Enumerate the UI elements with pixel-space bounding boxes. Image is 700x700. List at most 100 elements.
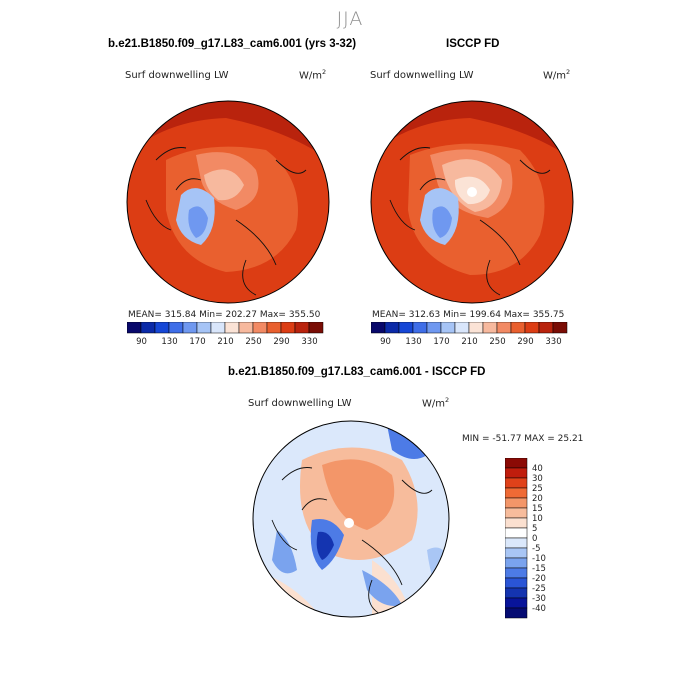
panel2-colorbar-label: 130: [405, 337, 421, 347]
panel2-colorbar-label: 90: [380, 337, 391, 347]
panel2-colorbar-swatch: [538, 322, 554, 334]
diff-coastlines: [271, 467, 433, 616]
panel2-stats: MEAN= 312.63 Min= 199.64 Max= 355.75: [372, 310, 565, 320]
diff-colorbar-swatch: [505, 477, 528, 489]
diff-colorbar-swatch: [505, 507, 528, 519]
diff-field-neg-w: [272, 530, 297, 574]
panel1-title: b.e21.B1850.f09_g17.L83_cam6.001 (yrs 3-…: [108, 38, 357, 50]
panel1-greenland-inner: [188, 206, 208, 238]
diff-field-neg-ne: [387, 425, 427, 459]
panel1-colorbar-swatch: [154, 322, 170, 334]
diff-colorbar-swatch: [505, 517, 528, 529]
panel2-colorbar-label: 330: [545, 337, 561, 347]
panel1-colorbar-swatch: [294, 322, 310, 334]
panel1-colorbar-label: 130: [161, 337, 177, 347]
panel2-map-border: [370, 100, 574, 304]
panel2-colorbar-swatch: [496, 322, 512, 334]
diff-colorbar-swatch: [505, 467, 528, 479]
panel1-units: W/m2: [299, 68, 327, 82]
panel2-colorbar-swatch: [371, 322, 386, 334]
panel1-stats: MEAN= 315.84 Min= 202.27 Max= 355.50: [128, 310, 321, 320]
panel2-colorbar-label: 210: [461, 337, 477, 347]
diff-colorbar-swatch: [505, 557, 528, 569]
panel1-colorbar-swatch: [140, 322, 156, 334]
panel1-colorbar-label: 210: [217, 337, 233, 347]
panel1-colorbar-swatch: [210, 322, 226, 334]
panel2-colorbar-swatch: [482, 322, 498, 334]
diff-pole-missing: [344, 518, 354, 528]
panel2-colorbar-label: 290: [517, 337, 533, 347]
panel1-coastlines: [145, 147, 307, 296]
panel1-colorbar: 90130170210250290330370: [127, 322, 324, 347]
panel2-colorbar-swatch: [454, 322, 470, 334]
diff-units: W/m2: [422, 396, 450, 410]
diff-colorbar-swatch: [505, 587, 528, 599]
panel2-coastlines: [389, 147, 551, 296]
diff-colorbar-label: -25: [532, 584, 546, 594]
panel2-colorbar: 90130170210250290330370: [371, 322, 568, 347]
panel1-colorbar-swatch: [238, 322, 254, 334]
panel2-colorbar-swatch: [384, 322, 400, 334]
panel1-colorbar-swatch: [168, 322, 184, 334]
diff-colorbar-label: -15: [532, 564, 546, 574]
diff-colorbar-label: 30: [532, 474, 543, 484]
diff-colorbar-swatch: [505, 597, 528, 609]
panel1-colorbar-swatch: [280, 322, 296, 334]
panel1-polar-map: [126, 100, 330, 304]
diff-colorbar-label: 20: [532, 494, 543, 504]
diff-colorbar-swatch: [505, 547, 528, 559]
diff-colorbar-label: -40: [532, 604, 546, 614]
diff-colorbar-swatch: [505, 527, 528, 539]
diff-colorbar-swatch: [505, 607, 528, 619]
panel1-colorbar-swatch: [308, 322, 324, 334]
panel1-colorbar-swatch: [252, 322, 268, 334]
panel1-colorbar-label: 90: [136, 337, 147, 347]
diff-colorbar-label: 15: [532, 504, 543, 514]
diff-stats: MIN = -51.77 MAX = 25.21: [462, 434, 584, 444]
diff-colorbar-label: -20: [532, 574, 546, 584]
diff-colorbar-swatch: [505, 458, 528, 469]
diff-colorbar-label: -5: [532, 544, 540, 554]
panel2-title: ISCCP FD: [446, 38, 500, 50]
panel2-colorbar-label: 170: [433, 337, 449, 347]
diff-field-neg-se: [427, 547, 449, 617]
diff-colorbar-label: 10: [532, 514, 543, 524]
diff-colorbar-swatch: [505, 567, 528, 579]
panel2-greenland-inner: [432, 206, 452, 238]
panel1-map-border: [126, 100, 330, 304]
panel2-colorbar-swatch: [468, 322, 484, 334]
diff-field-pos2: [322, 459, 395, 530]
diff-colorbar-swatch: [505, 577, 528, 589]
panel1-colorbar-label: 170: [189, 337, 205, 347]
panel1-variable: Surf downwelling LW: [125, 70, 229, 81]
diff-colorbar-label: 40: [532, 464, 543, 474]
diff-colorbar-swatch: [505, 537, 528, 549]
diff-title: b.e21.B1850.f09_g17.L83_cam6.001 - ISCCP…: [228, 366, 486, 378]
panel2-variable: Surf downwelling LW: [370, 70, 474, 81]
panel2-colorbar-swatch: [398, 322, 414, 334]
diff-colorbar-label: 5: [532, 524, 537, 534]
panel1-colorbar-swatch: [182, 322, 198, 334]
panel2-colorbar-swatch: [440, 322, 456, 334]
panel1-colorbar-label: 250: [245, 337, 261, 347]
panel2-colorbar-swatch: [426, 322, 442, 334]
diff-colorbar-label: -10: [532, 554, 546, 564]
panel1-colorbar-swatch: [224, 322, 240, 334]
panel2-units: W/m2: [543, 68, 571, 82]
diff-variable: Surf downwelling LW: [248, 398, 352, 409]
diff-greenland-neg2: [316, 531, 334, 560]
panel2-colorbar-swatch: [552, 322, 568, 334]
panel1-colorbar-label: 290: [273, 337, 289, 347]
diff-field-neg-s: [362, 570, 402, 606]
panel2-colorbar-swatch: [412, 322, 428, 334]
diff-colorbar-label: 25: [532, 484, 543, 494]
diff-colorbar-swatch: [505, 497, 528, 509]
diff-polar-map: [252, 420, 450, 618]
panel2-pole-missing: [467, 187, 477, 197]
diff-colorbar-label: 0: [532, 534, 537, 544]
panel2-colorbar-swatch: [524, 322, 540, 334]
panel2-colorbar-label: 250: [489, 337, 505, 347]
panel1-colorbar-swatch: [266, 322, 282, 334]
panel1-colorbar-label: 330: [301, 337, 317, 347]
